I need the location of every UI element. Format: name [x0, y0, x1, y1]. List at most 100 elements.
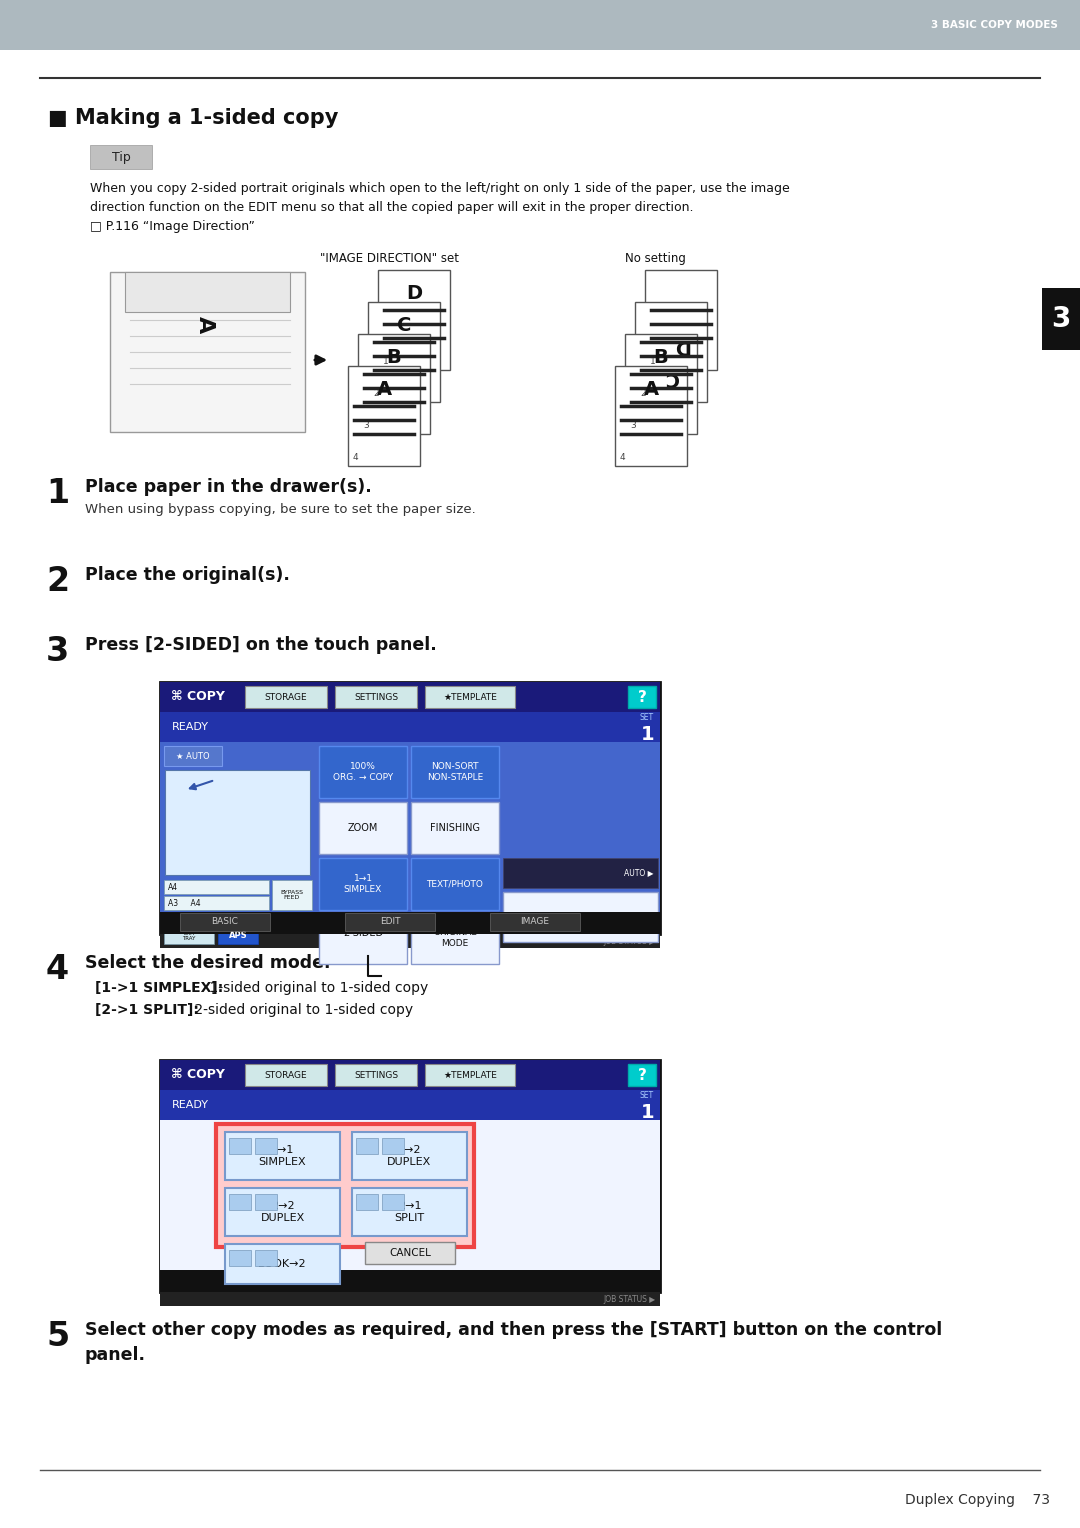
Text: 3: 3: [363, 422, 368, 429]
Text: Duplex Copying    73: Duplex Copying 73: [905, 1493, 1050, 1507]
Bar: [162, 685, 237, 709]
Bar: [0, 0, 1080, 50]
Bar: [164, 927, 214, 944]
Text: CANCEL: CANCEL: [389, 1248, 431, 1258]
Text: C: C: [396, 316, 411, 335]
Bar: [255, 1250, 276, 1267]
Text: STORAGE: STORAGE: [265, 692, 308, 701]
Text: JOB STATUS ▶: JOB STATUS ▶: [604, 937, 656, 946]
Text: 2-SIDED: 2-SIDED: [343, 927, 383, 938]
Bar: [319, 912, 407, 964]
Bar: [160, 934, 660, 947]
Bar: [411, 912, 499, 964]
Bar: [382, 1193, 404, 1210]
Text: 3: 3: [1051, 306, 1070, 333]
Text: 2-sided original to 1-sided copy: 2-sided original to 1-sided copy: [190, 1002, 414, 1018]
Bar: [319, 859, 407, 911]
Bar: [164, 880, 269, 894]
Bar: [160, 743, 315, 912]
Text: ⌘ COPY: ⌘ COPY: [171, 691, 225, 703]
Bar: [160, 712, 660, 743]
Bar: [255, 1193, 276, 1210]
Text: direction function on the EDIT menu so that all the copied paper will exit in th: direction function on the EDIT menu so t…: [90, 202, 693, 214]
Text: 2: 2: [373, 390, 379, 397]
Bar: [160, 1089, 660, 1120]
Bar: [229, 1193, 251, 1210]
Text: [1->1 SIMPLEX]:: [1->1 SIMPLEX]:: [95, 981, 224, 995]
Text: Press [2-SIDED] on the touch panel.: Press [2-SIDED] on the touch panel.: [85, 636, 436, 654]
Text: Select the desired mode.: Select the desired mode.: [85, 953, 330, 972]
Bar: [165, 770, 310, 876]
Text: READY: READY: [172, 723, 210, 732]
Text: BOOK→2: BOOK→2: [258, 1259, 307, 1268]
Bar: [503, 892, 658, 941]
Bar: [635, 303, 707, 402]
Text: 1: 1: [640, 1103, 654, 1122]
Text: IMAGE: IMAGE: [521, 917, 550, 926]
Bar: [357, 335, 430, 434]
Text: Tip: Tip: [111, 150, 131, 163]
Bar: [411, 802, 499, 854]
Bar: [225, 1132, 340, 1180]
Bar: [345, 914, 435, 931]
Text: 3 BASIC COPY MODES: 3 BASIC COPY MODES: [931, 20, 1058, 31]
Bar: [245, 1063, 327, 1086]
Bar: [411, 746, 499, 798]
Text: A4: A4: [168, 914, 178, 923]
Text: Place the original(s).: Place the original(s).: [85, 565, 289, 584]
Bar: [503, 859, 658, 888]
Text: JOB STATUS ▶: JOB STATUS ▶: [604, 1294, 656, 1303]
Text: SET: SET: [639, 714, 654, 723]
Bar: [160, 1120, 660, 1270]
Bar: [160, 912, 660, 934]
Bar: [627, 686, 656, 707]
Text: ■ Making a 1-sided copy: ■ Making a 1-sided copy: [48, 108, 338, 128]
Bar: [180, 914, 270, 931]
Bar: [356, 1138, 378, 1154]
Text: READY: READY: [172, 1100, 210, 1109]
Bar: [356, 1193, 378, 1210]
Text: EXIT
TRAY: EXIT TRAY: [183, 931, 195, 941]
Text: "IMAGE DIRECTION" set: "IMAGE DIRECTION" set: [321, 252, 459, 264]
Bar: [125, 272, 291, 312]
Bar: [490, 914, 580, 931]
Text: 1: 1: [46, 477, 69, 510]
Bar: [272, 880, 312, 911]
Bar: [365, 1242, 455, 1264]
Text: 2→1
SPLIT: 2→1 SPLIT: [394, 1201, 424, 1222]
Bar: [229, 1138, 251, 1154]
Text: □ P.116 “Image Direction”: □ P.116 “Image Direction”: [90, 220, 255, 232]
Bar: [164, 895, 269, 911]
Text: 1-sided original to 1-sided copy: 1-sided original to 1-sided copy: [205, 981, 429, 995]
Text: 2→2
DUPLEX: 2→2 DUPLEX: [260, 1201, 305, 1222]
Text: ★ AUTO: ★ AUTO: [176, 752, 210, 761]
Bar: [225, 1187, 340, 1236]
Text: BYPASS
FEED: BYPASS FEED: [281, 889, 303, 900]
Text: A: A: [377, 380, 392, 399]
Bar: [245, 686, 327, 707]
Text: 4: 4: [353, 452, 359, 461]
Text: 1→2
DUPLEX: 1→2 DUPLEX: [388, 1144, 432, 1167]
Text: ?: ?: [637, 689, 647, 704]
Text: 1: 1: [383, 358, 389, 367]
Text: No setting: No setting: [624, 252, 686, 264]
Bar: [411, 859, 499, 911]
Text: 4: 4: [620, 452, 625, 461]
Text: ZOOM: ZOOM: [348, 824, 378, 833]
Text: 1: 1: [650, 358, 656, 367]
Bar: [255, 1138, 276, 1154]
Text: 5: 5: [46, 1320, 69, 1352]
Bar: [335, 686, 417, 707]
Text: 4: 4: [46, 953, 69, 986]
Text: 3: 3: [630, 422, 636, 429]
Text: ORIGINAL
MODE: ORIGINAL MODE: [433, 929, 476, 947]
Text: panel.: panel.: [85, 1346, 146, 1365]
Text: A: A: [195, 316, 215, 333]
Text: C: C: [664, 368, 678, 387]
Text: ⌘ COPY: ⌘ COPY: [171, 1068, 225, 1082]
Bar: [426, 686, 515, 707]
Text: A4: A4: [168, 883, 178, 891]
Text: PROOF COPY: PROOF COPY: [553, 914, 608, 923]
Bar: [160, 743, 660, 912]
Text: AUTO ▶: AUTO ▶: [623, 868, 653, 877]
